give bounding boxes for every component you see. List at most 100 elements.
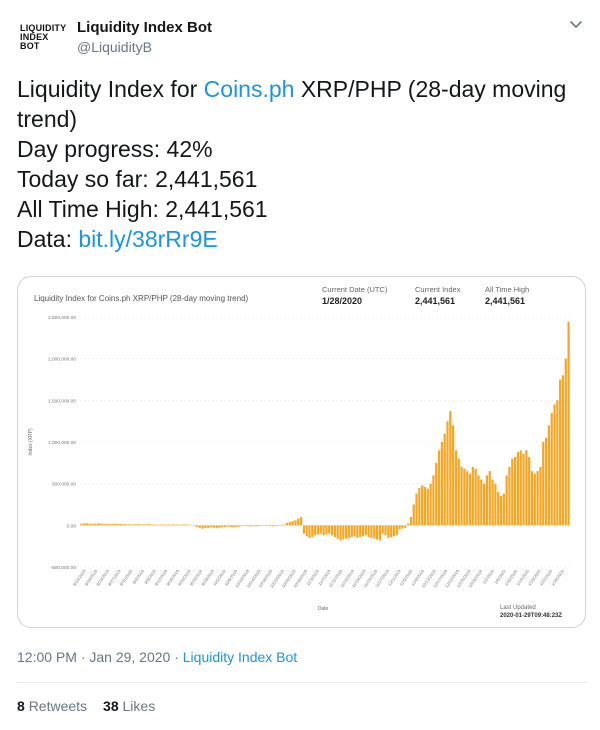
retweets-stat[interactable]: 8 Retweets: [17, 698, 87, 714]
bar: [277, 525, 280, 526]
bar: [204, 525, 207, 529]
tweet-line-1-prefix: Liquidity Index for: [17, 76, 204, 102]
bar: [519, 450, 522, 526]
y-tick-label: -500,000.00: [50, 565, 76, 571]
bar: [305, 525, 308, 537]
bar: [235, 525, 238, 527]
bar: [508, 467, 511, 526]
bar: [212, 525, 215, 528]
account-handle[interactable]: @LiquidityB: [77, 39, 152, 55]
bar: [530, 471, 534, 526]
bar: [423, 487, 427, 526]
bar: [254, 525, 258, 527]
bar: [553, 404, 556, 526]
bar: [288, 522, 291, 526]
bar: [91, 523, 94, 526]
bar: [260, 525, 263, 526]
bar: [201, 525, 204, 529]
bar: [111, 523, 114, 526]
bar: [114, 523, 117, 526]
bar: [164, 524, 167, 526]
bar: [502, 493, 505, 526]
bar: [359, 525, 362, 537]
bar: [238, 525, 241, 527]
bar: [153, 524, 156, 526]
bar: [156, 524, 159, 526]
bar: [497, 492, 500, 526]
bar: [161, 524, 165, 526]
bar: [443, 433, 446, 526]
bar: [485, 475, 489, 526]
bar: [291, 521, 294, 526]
bar-chart: 2,500,000.00 2,000,000.00 1,500,000.00 1,00…: [28, 315, 570, 612]
bar: [116, 523, 120, 526]
likes-stat[interactable]: 38 Likes: [103, 698, 155, 714]
bar: [536, 471, 539, 526]
timestamp-text[interactable]: 12:00 PM · Jan 29, 2020 ·: [17, 649, 183, 665]
y-axis-label: Index (XRP): [28, 428, 34, 456]
bar: [299, 517, 303, 526]
bar: [381, 525, 384, 534]
y-tick-label: 1,000,000.00: [48, 440, 76, 446]
chevron-down-icon[interactable]: [566, 14, 586, 34]
bar: [373, 525, 376, 539]
bar: [159, 524, 162, 526]
bar: [271, 525, 275, 527]
bar: [294, 520, 297, 526]
likes-count: 38: [103, 698, 119, 714]
source-link[interactable]: Liquidity Index Bot: [182, 649, 298, 665]
tweet-line-1: Liquidity Index for Coins.ph XRP/PHP (28…: [17, 74, 587, 104]
current-index-label: Current Index: [415, 285, 461, 294]
tweet-line-6: Data: bit.ly/38rRr9E: [17, 224, 587, 254]
bar: [528, 457, 531, 526]
bar: [511, 458, 514, 526]
bar: [266, 525, 269, 526]
bar: [252, 525, 255, 527]
bar: [398, 525, 401, 530]
ath-label: All Time High: [485, 285, 530, 294]
bar: [342, 525, 345, 540]
coins-ph-link[interactable]: Coins.ph: [203, 76, 295, 102]
bar: [421, 485, 424, 526]
bar: [384, 525, 387, 536]
bar: [429, 483, 432, 526]
bar: [170, 524, 173, 526]
bar: [97, 523, 100, 526]
bar: [257, 525, 260, 527]
account-name[interactable]: Liquidity Index Bot: [77, 19, 212, 36]
bar: [449, 411, 452, 526]
bar: [561, 375, 565, 526]
bar: [268, 525, 272, 527]
bar: [167, 524, 170, 526]
bar: [333, 525, 336, 537]
bar: [375, 525, 379, 540]
bar: [339, 525, 342, 541]
chart-card[interactable]: 2,500,000.00 2,000,000.00 1,500,000.00 1,00…: [17, 276, 586, 628]
bar: [452, 425, 455, 526]
retweets-label: Retweets: [28, 698, 88, 714]
bar: [378, 525, 382, 541]
bar: [130, 524, 134, 526]
bar: [316, 525, 320, 535]
bar: [477, 475, 480, 526]
bar: [542, 442, 545, 526]
bar: [468, 473, 472, 526]
bar: [513, 457, 517, 526]
bar: [122, 524, 125, 526]
bar: [176, 524, 179, 526]
avatar[interactable]: LIQUIDITY INDEX BOT: [14, 18, 66, 70]
ath-value: 2,441,561: [485, 296, 526, 306]
bar: [263, 525, 266, 526]
bar: [297, 518, 300, 526]
bar: [404, 525, 407, 528]
bar: [505, 475, 508, 526]
bar: [209, 525, 213, 528]
bar: [440, 442, 443, 526]
bar: [133, 524, 137, 526]
day-progress: Day progress: 42%: [17, 136, 213, 162]
bar: [215, 525, 218, 529]
bar: [322, 525, 325, 536]
bar: [491, 479, 494, 526]
data-link[interactable]: bit.ly/38rRr9E: [78, 226, 218, 252]
bar: [463, 468, 466, 526]
